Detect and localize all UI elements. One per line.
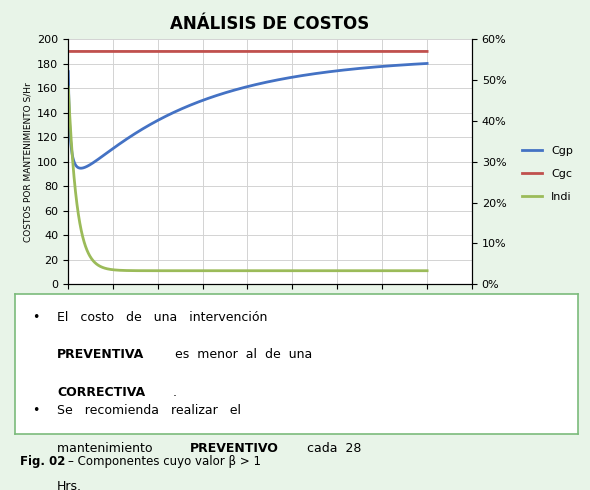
Cgp [83, 164, 90, 170]
Text: Se   recomienda   realizar   el: Se recomienda realizar el [57, 404, 241, 417]
Text: Fig. 02: Fig. 02 [21, 455, 65, 468]
Text: mantenimiento: mantenimiento [57, 442, 160, 455]
Indi [414, 268, 421, 273]
Text: Hrs.: Hrs. [57, 480, 82, 490]
Text: es  menor  al  de  una: es menor al de una [167, 348, 312, 362]
Cgp [240, 85, 247, 91]
Cgp [414, 61, 421, 67]
Text: cada  28: cada 28 [299, 442, 362, 455]
Text: .: . [172, 386, 176, 399]
Cgc [348, 49, 355, 54]
Text: PREVENTIVA: PREVENTIVA [57, 348, 145, 362]
Cgc [230, 49, 237, 54]
Cgc [424, 49, 431, 54]
Text: •: • [32, 311, 39, 324]
Cgc [413, 49, 420, 54]
Cgc [83, 49, 90, 54]
Legend: Cgp, Cgc, Indi: Cgp, Cgc, Indi [518, 141, 578, 207]
Y-axis label: COSTOS POR MANTENIMIENTO S/Hr: COSTOS POR MANTENIMIENTO S/Hr [24, 82, 33, 242]
Line: Cgp: Cgp [68, 64, 427, 168]
Indi [404, 268, 411, 273]
X-axis label: Tiempo (Hrs): Tiempo (Hrs) [227, 310, 313, 322]
Cgp [230, 87, 237, 93]
Text: El   costo   de   una   intervención: El costo de una intervención [57, 311, 267, 324]
Indi [239, 268, 246, 273]
Line: Indi: Indi [68, 87, 427, 270]
Text: PREVENTIVO: PREVENTIVO [189, 442, 278, 455]
Indi [424, 268, 431, 273]
Indi [413, 268, 420, 273]
Text: •: • [32, 404, 39, 417]
Indi [348, 268, 355, 273]
Cgp [348, 66, 355, 72]
Cgc [413, 49, 420, 54]
Indi [83, 246, 90, 252]
Cgp [65, 69, 72, 74]
Cgp [424, 61, 431, 67]
Cgp [413, 61, 420, 67]
Text: – Componentes cuyo valor β > 1: – Componentes cuyo valor β > 1 [68, 455, 261, 468]
Title: ANÁLISIS DE COSTOS: ANÁLISIS DE COSTOS [171, 16, 369, 33]
Cgp [77, 165, 84, 171]
Indi [65, 84, 72, 90]
Cgc [65, 49, 72, 54]
Indi [230, 268, 237, 273]
Cgc [239, 49, 246, 54]
Text: CORRECTIVA: CORRECTIVA [57, 386, 145, 399]
